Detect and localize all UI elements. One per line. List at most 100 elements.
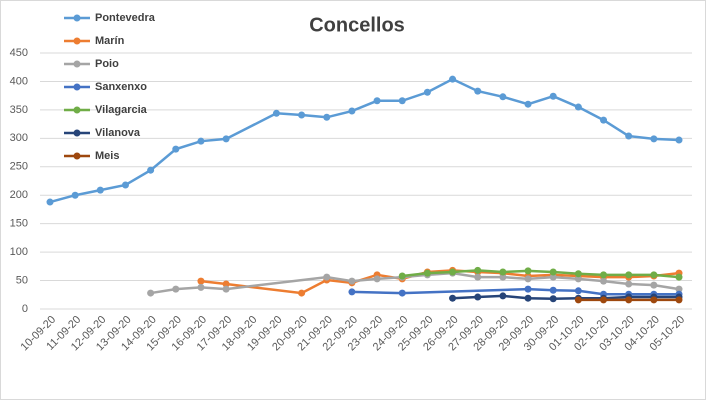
series-line [452,294,679,301]
data-point [600,296,608,304]
y-tick-label: 350 [10,104,28,116]
legend-label: Marín [95,35,125,47]
data-point [625,132,633,140]
data-point [574,103,582,111]
data-point [574,296,582,304]
data-point [625,296,633,304]
data-point [398,272,406,280]
data-point [600,116,608,124]
data-point [423,269,431,277]
data-point [348,288,356,296]
y-tick-label: 150 [10,218,28,230]
y-tick-label: 300 [10,132,28,144]
data-point [172,145,180,153]
data-point [71,191,79,199]
data-point [197,277,205,285]
y-tick-label: 400 [10,75,28,87]
data-point [499,268,507,276]
legend-marker [73,14,81,22]
data-point [197,283,205,291]
data-point [373,275,381,283]
data-point [675,273,683,281]
data-point [222,285,230,293]
data-point [474,273,482,281]
data-point [298,111,306,119]
data-point [574,275,582,283]
data-point [398,289,406,297]
data-point [625,280,633,288]
legend-label: Pontevedra [95,12,156,24]
data-point [449,294,457,302]
data-point [298,289,306,297]
y-tick-label: 250 [10,161,28,173]
data-point [398,97,406,105]
y-tick-label: 200 [10,189,28,201]
y-tick-label: 100 [10,246,28,258]
data-point [650,281,658,289]
data-point [222,280,230,288]
data-point [197,137,205,145]
series-line [402,269,680,279]
data-point [348,277,356,285]
data-point [549,92,557,100]
data-point [499,292,507,300]
data-point [222,135,230,143]
data-point [474,266,482,274]
data-point [474,293,482,301]
data-point [600,271,608,279]
data-point [348,107,356,115]
data-point [675,285,683,293]
legend-marker [73,60,81,68]
data-point [499,93,507,101]
data-point [524,100,532,108]
data-point [272,109,280,117]
legend-marker [73,37,81,45]
y-tick-label: 50 [16,274,28,286]
legend-marker [73,106,81,114]
data-point [323,273,331,281]
data-point [574,287,582,295]
data-point [449,75,457,83]
data-point [549,268,557,276]
chart-title: Concellos [309,14,405,36]
data-point [625,271,633,279]
legend-label: Vilanova [95,127,141,139]
data-point [675,136,683,144]
data-point [474,87,482,95]
y-tick-label: 0 [22,303,28,315]
data-point [650,135,658,143]
data-point [323,113,331,121]
data-point [147,289,155,297]
legend-label: Sanxenxo [95,81,147,93]
legend-label: Poio [95,58,119,70]
data-point [650,271,658,279]
legend-marker [73,83,81,91]
data-point [172,285,180,293]
data-point [423,88,431,96]
data-point [524,285,532,293]
data-point [675,296,683,304]
data-point [650,296,658,304]
data-point [46,198,54,206]
legend-label: Meis [95,150,119,162]
data-point [600,277,608,285]
data-point [549,295,557,303]
legend-marker [73,129,81,137]
data-point [449,268,457,276]
data-point [549,286,557,294]
data-point [96,186,104,194]
y-tick-label: 450 [10,47,28,59]
data-point [373,97,381,105]
data-point [499,273,507,281]
data-point [549,273,557,281]
data-point [121,181,129,189]
data-point [147,166,155,174]
data-point [524,267,532,275]
data-point [524,275,532,283]
data-point [574,270,582,278]
legend-marker [73,152,81,160]
data-point [524,294,532,302]
legend-label: Vilagarcia [95,104,148,116]
